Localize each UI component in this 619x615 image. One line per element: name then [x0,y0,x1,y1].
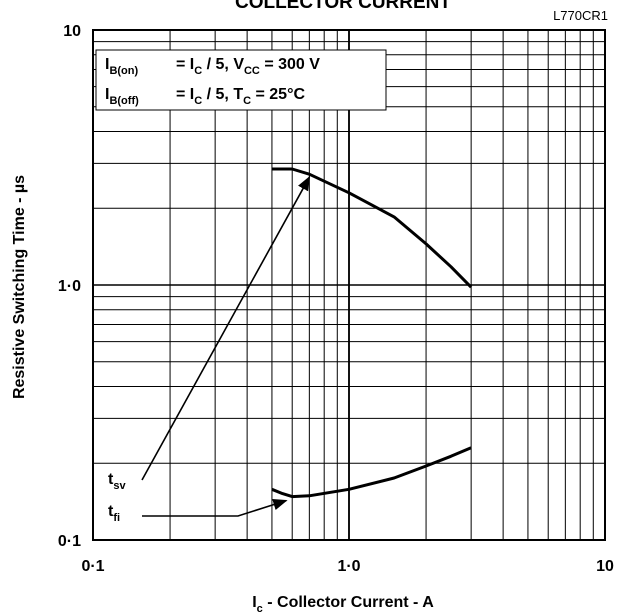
series-layer [141,167,473,517]
grid-lines [93,30,605,540]
series-label-t-sv: tsv [108,471,126,492]
x-axis-label: Ic - Collector Current - A [252,594,434,615]
plot-frame [92,29,606,541]
y-axis-label: Resistive Switching Time - µs [11,175,28,399]
y-tick-label: 10 [63,23,81,40]
series-line-t-sv [271,167,473,289]
conditions-line-1: IB(on) = IC / 5, VCC = 300 V [105,56,320,77]
tick-labels: 0·1 1·0 10 0·1 1·0 10 [58,23,614,575]
conditions-line-2: IB(off) = IC / 5, TC = 25°C [105,86,305,107]
x-tick-label: 1·0 [337,558,360,575]
y-tick-label: 0·1 [58,533,81,550]
x-tick-label: 10 [596,558,614,575]
conditions-box [95,49,387,111]
chart-title: COLLECTOR CURRENT [235,0,451,13]
figure-code: L770CR1 [553,8,608,23]
series-label-t-fi: tfi [108,503,120,524]
x-tick-label: 0·1 [81,558,104,575]
leader-arrow-t-sv [141,175,311,481]
leader-arrow-t-fi [142,499,288,517]
y-tick-label: 1·0 [58,278,81,295]
series-line-t-fi [271,446,472,499]
